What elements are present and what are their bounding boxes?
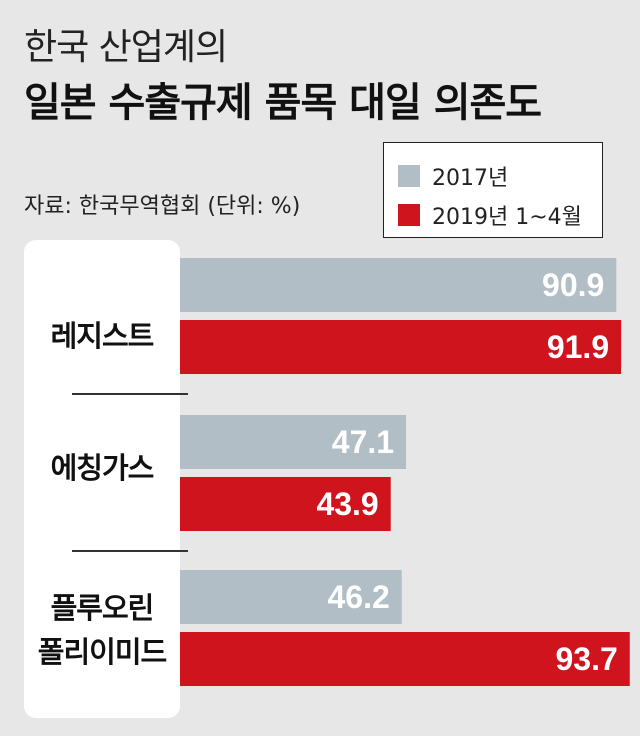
category-label-fluorinated-polyimide: 플루오린 폴리이미드 [37,591,167,669]
data-label-resist-2017: 90.9 [542,267,604,303]
bar-fluorinated-polyimide-2019 [180,632,630,686]
bar-etching-gas-2019 [180,477,391,531]
bar-resist-2017 [180,258,617,312]
category-label-etching-gas: 에칭가스 [50,451,155,485]
data-label-etching-gas-2019: 43.9 [316,486,378,522]
bar-etching-gas-2017 [180,415,407,469]
category-divider [72,550,188,552]
data-label-fluorinated-polyimide-2019: 93.7 [555,641,617,677]
source-note: 자료: 한국무역협회 (단위: %) [24,194,301,219]
bar-resist-2019 [180,320,622,374]
legend-item-2019: 2019년 1~4월 [398,199,582,231]
data-label-resist-2019: 91.9 [547,329,609,365]
chart-subtitle: 한국 산업계의 [24,27,228,68]
legend: 2017년 2019년 1~4월 [383,142,603,238]
data-label-etching-gas-2017: 47.1 [332,424,394,460]
legend-label-2017: 2017년 [432,166,509,191]
chart-title: 일본 수출규제 품목 대일 의존도 [24,80,542,126]
legend-swatch-2017 [398,165,420,187]
legend-item-2017: 2017년 [398,160,508,192]
bar-fluorinated-polyimide-2017 [180,570,402,624]
category-label-resist: 레지스트 [50,319,155,353]
legend-swatch-2019 [398,204,420,226]
data-label-fluorinated-polyimide-2017: 46.2 [327,579,389,615]
category-divider [72,393,188,395]
legend-label-2019: 2019년 1~4월 [432,205,582,230]
category-label-panel: 레지스트 에칭가스 플루오린 폴리이미드 [24,240,188,718]
